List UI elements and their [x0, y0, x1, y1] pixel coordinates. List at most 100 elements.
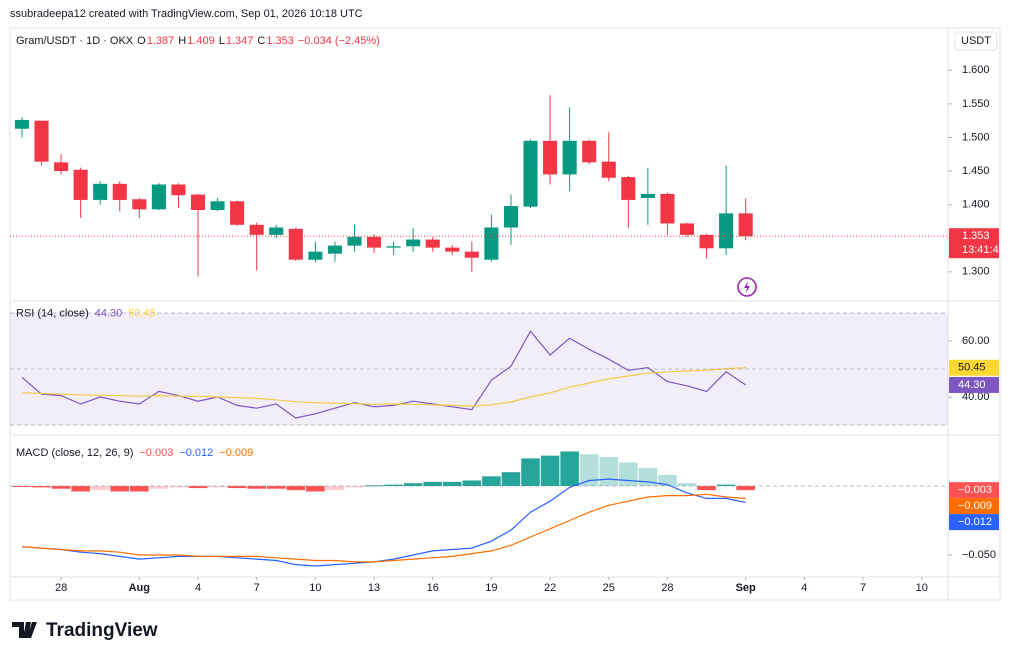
candle-body — [484, 227, 499, 260]
histogram-bar — [306, 485, 325, 492]
ohlc-key: L — [219, 35, 225, 47]
x-tick-label: 13 — [368, 582, 380, 594]
y-tick-label: −0.050 — [962, 549, 996, 561]
legend: Gram/USDT · 1D · OKX O1.387 H1.409 L1.347 C1… — [16, 35, 380, 47]
histogram-bar — [169, 485, 188, 488]
last-value-label: −0.009 — [958, 500, 992, 512]
histogram-bar — [540, 455, 560, 486]
histogram-bar — [345, 485, 364, 488]
last-price-label: 1.353 — [962, 230, 990, 242]
candle-body — [621, 177, 636, 200]
last-value-box — [949, 482, 999, 499]
ohlc-value: 1.353 — [266, 35, 294, 47]
histogram-bar — [716, 484, 736, 486]
candle-body — [73, 169, 88, 200]
candle-body — [190, 194, 206, 211]
x-tick-label: 22 — [544, 582, 556, 594]
candle-body — [230, 201, 245, 225]
histogram-bar — [90, 485, 110, 491]
x-tick-label: 4 — [801, 582, 807, 594]
x-tick-label: 19 — [485, 582, 497, 594]
last-value-box — [949, 376, 999, 393]
candle-body — [54, 162, 69, 172]
rsi-band — [10, 313, 948, 425]
alert-icon[interactable] — [737, 277, 757, 297]
histogram-bar — [403, 483, 423, 486]
histogram-bar — [110, 485, 130, 492]
y-tick-label: 1.300 — [962, 266, 990, 278]
histogram-bar — [442, 481, 462, 486]
candle-body — [269, 227, 284, 235]
candle-body — [719, 213, 734, 249]
histogram-bar — [423, 481, 443, 486]
histogram-bar — [482, 476, 501, 486]
candle-body — [699, 234, 714, 249]
candle-body — [171, 184, 186, 196]
indicator-legend: MACD (close, 12, 26, 9) −0.003 −0.012 −0.00… — [16, 447, 253, 459]
countdown: 13:41:43 — [962, 244, 1005, 256]
x-tick-label: 10 — [309, 582, 321, 594]
ohlc-key: C — [257, 35, 265, 47]
x-tick-label: 7 — [860, 582, 866, 594]
candle-body — [464, 251, 479, 258]
frame — [9, 27, 1001, 601]
last-value-box — [949, 514, 999, 531]
candle-body — [445, 247, 460, 252]
ohlc-key: O — [137, 35, 146, 47]
histogram-bar — [71, 485, 90, 492]
ohlc-value: 1.347 — [226, 35, 254, 47]
ohlc-value: 1.409 — [187, 35, 215, 47]
candle-body — [738, 213, 753, 237]
indicator-value: −0.009 — [219, 447, 253, 459]
candle-body — [288, 228, 303, 260]
x-tick-label: 25 — [603, 582, 615, 594]
indicator-value: −0.012 — [179, 447, 213, 459]
x-tick-label: 7 — [254, 582, 260, 594]
candle-body — [308, 251, 323, 260]
x-tick-label: 4 — [195, 582, 201, 594]
last-value-label: 44.30 — [958, 379, 986, 391]
currency-label[interactable]: USDT — [961, 35, 991, 47]
ohlc-key: H — [178, 35, 186, 47]
candle-body — [347, 236, 362, 246]
histogram-bar — [130, 485, 149, 492]
histogram-bar — [579, 454, 599, 486]
y-tick-label: 1.400 — [962, 199, 990, 211]
candle-body — [582, 140, 597, 163]
histogram-bar — [619, 462, 638, 486]
indicator-title: MACD (close, 12, 26, 9) — [16, 447, 133, 459]
candle-body — [14, 120, 30, 129]
histogram-bar — [325, 485, 345, 491]
candle-body — [93, 183, 108, 200]
candle-body — [543, 140, 558, 175]
candle-body — [366, 236, 382, 248]
candle-body — [425, 239, 440, 248]
histogram-bar — [736, 485, 755, 491]
histogram-bar — [384, 484, 403, 486]
candle-body — [640, 193, 655, 198]
plot-area — [12, 95, 755, 567]
candle-body — [679, 223, 695, 235]
candle-body — [503, 205, 519, 228]
x-tick-label: 10 — [916, 582, 928, 594]
y-tick-label: 40.00 — [962, 391, 990, 403]
ohlc-value: 1.387 — [147, 35, 175, 47]
x-tick-label: 28 — [661, 582, 673, 594]
currency-button[interactable] — [954, 31, 998, 51]
histogram-bar — [462, 480, 482, 486]
histogram-bar — [32, 485, 51, 488]
candle-body — [34, 120, 49, 162]
histogram-bar — [521, 458, 540, 486]
histogram-bar — [51, 485, 71, 489]
candle-body — [523, 140, 538, 207]
last-value-box — [949, 359, 999, 376]
indicator-value: 44.30 — [95, 307, 123, 319]
indicator-legend: RSI (14, close) 44.30 50.45 — [16, 307, 156, 319]
candle-body — [112, 183, 127, 200]
indicator-title: RSI (14, close) — [16, 307, 89, 319]
histogram-bar — [286, 485, 306, 491]
y-tick-label: 1.500 — [962, 131, 990, 143]
histogram-bar — [247, 485, 266, 489]
last-value-label: −0.012 — [958, 516, 992, 528]
